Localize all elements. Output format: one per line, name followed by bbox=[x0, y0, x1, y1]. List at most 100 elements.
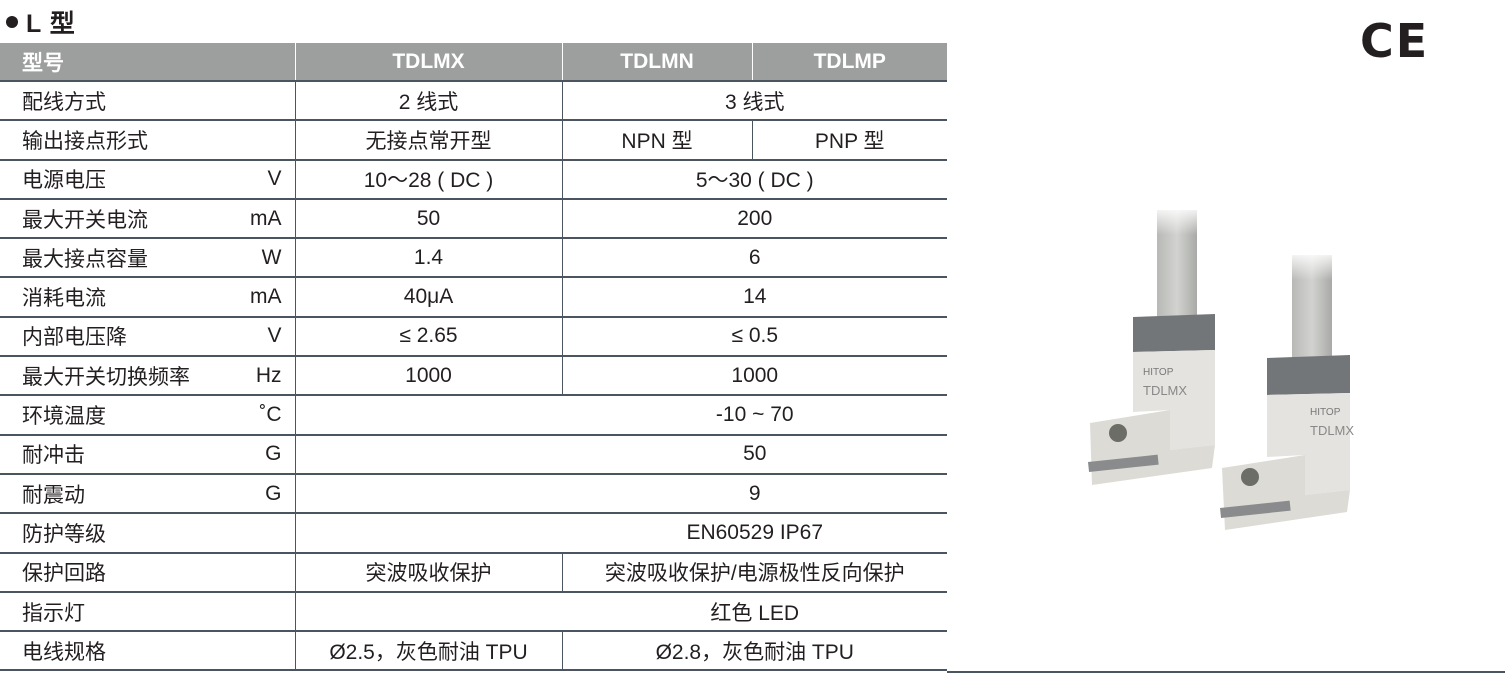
row-label: 内部电压降 V bbox=[0, 316, 295, 358]
row-label: 电线规格 bbox=[0, 631, 295, 672]
row-label: 电源电压 V bbox=[0, 159, 295, 200]
row-label: 输出接点形式 bbox=[0, 120, 295, 161]
row-value: Ø2.8，灰色耐油 TPU bbox=[561, 631, 947, 672]
row-unit: V bbox=[267, 324, 282, 348]
row-value: 5～30 ( DC ) bbox=[561, 159, 947, 200]
row-unit: mA bbox=[250, 206, 282, 230]
row-label: 耐震动 G bbox=[0, 473, 295, 515]
row-value-text: -10 ~ 70 bbox=[715, 403, 794, 427]
row-label: 最大开关电流 mA bbox=[0, 198, 295, 240]
row-unit: G bbox=[265, 481, 282, 505]
row-value: 突波吸收保护/电源极性反向保护 bbox=[561, 552, 947, 593]
row-label: 消耗电流 mA bbox=[0, 277, 295, 318]
table-row: 保护回路 突波吸收保护 突波吸收保护/电源极性反向保护 bbox=[0, 552, 947, 593]
table-row: 环境温度 ˚C -10 ~ 70 bbox=[0, 395, 947, 436]
row-label-text: 最大开关切换频率 bbox=[22, 365, 190, 389]
row-label: 保护回路 bbox=[0, 552, 295, 593]
row-label-text: 耐震动 bbox=[22, 483, 85, 507]
row-value: 红色 LED bbox=[294, 591, 947, 633]
row-label-text: 耐冲击 bbox=[22, 444, 85, 468]
row-value: 1000 bbox=[294, 356, 562, 397]
row-unit: W bbox=[261, 245, 282, 269]
table-row: 耐冲击 G 50 bbox=[0, 434, 947, 475]
row-label: 耐冲击 G bbox=[0, 434, 295, 475]
row-value: 10～28 ( DC ) bbox=[294, 159, 562, 200]
table-row: 配线方式 2 线式 3 线式 bbox=[0, 81, 947, 122]
row-label-text: 配线方式 bbox=[22, 90, 106, 114]
row-value: EN60529 IP67 bbox=[294, 513, 947, 554]
table-row: 最大接点容量 W 1.4 6 bbox=[0, 238, 947, 279]
row-label-text: 指示灯 bbox=[22, 601, 85, 625]
row-label-text: 最大接点容量 bbox=[22, 247, 148, 271]
header-tdlmx: TDLMX bbox=[294, 43, 562, 82]
photo-logo-text: HITOP bbox=[1310, 407, 1341, 418]
row-label-text: 电源电压 bbox=[22, 169, 106, 193]
row-value: 1000 bbox=[561, 356, 947, 397]
table-row: 内部电压降 V ≤ 2.65 ≤ 0.5 bbox=[0, 316, 947, 358]
row-value: 1.4 bbox=[294, 238, 562, 279]
row-label-text: 消耗电流 bbox=[22, 287, 106, 311]
row-value: 2 线式 bbox=[294, 81, 562, 122]
photo-model-text: TDLMX bbox=[1310, 423, 1354, 438]
row-unit: V bbox=[267, 167, 282, 191]
bullet-icon bbox=[6, 16, 18, 29]
row-value: 50 bbox=[294, 434, 947, 475]
header-tdlmn: TDLMN bbox=[561, 43, 752, 82]
row-label-text: 输出接点形式 bbox=[22, 129, 148, 153]
table-row: 电线规格 Ø2.5，灰色耐油 TPU Ø2.8，灰色耐油 TPU bbox=[0, 631, 947, 672]
ce-mark-logo: CE bbox=[1360, 14, 1430, 68]
row-unit: G bbox=[265, 442, 282, 466]
row-value: ≤ 2.65 bbox=[294, 316, 562, 358]
row-value: -10 ~ 70 bbox=[294, 395, 947, 436]
row-value: 50 bbox=[294, 198, 562, 240]
row-value: ≤ 0.5 bbox=[561, 316, 947, 358]
row-value: 40μA bbox=[294, 277, 562, 318]
row-label: 指示灯 bbox=[0, 591, 295, 633]
section-title: L 型 bbox=[6, 4, 76, 40]
section-title-text: L 型 bbox=[26, 10, 76, 38]
sensor-left: HITOP TDLMX bbox=[1088, 205, 1215, 485]
header-model: 型号 bbox=[0, 43, 295, 82]
table-row: 耐震动 G 9 bbox=[0, 473, 947, 515]
table-row: 最大开关切换频率 Hz 1000 1000 bbox=[0, 356, 947, 397]
row-label: 最大接点容量 W bbox=[0, 238, 295, 279]
row-unit: Hz bbox=[255, 363, 282, 387]
row-value: 突波吸收保护 bbox=[294, 552, 562, 593]
row-label-text: 环境温度 bbox=[22, 405, 106, 429]
row-value: 9 bbox=[294, 473, 947, 515]
row-label-text: 电线规格 bbox=[22, 640, 106, 664]
row-label: 最大开关切换频率 Hz bbox=[0, 356, 295, 397]
bottom-rule bbox=[947, 671, 1505, 673]
product-photo: HITOP TDLMX HITOP TDLMX bbox=[1088, 205, 1354, 530]
table-row: 防护等级 EN60529 IP67 bbox=[0, 513, 947, 554]
row-value: NPN 型 bbox=[561, 120, 752, 161]
row-label: 配线方式 bbox=[0, 81, 295, 122]
row-unit: ˚C bbox=[259, 403, 282, 427]
row-value-text: 9 bbox=[748, 481, 761, 505]
table-row: 消耗电流 mA 40μA 14 bbox=[0, 277, 947, 318]
row-value: 200 bbox=[561, 198, 947, 240]
photo-model-text: TDLMX bbox=[1143, 383, 1187, 398]
sensor-right: HITOP TDLMX bbox=[1220, 250, 1354, 530]
row-value: 无接点常开型 bbox=[294, 120, 562, 161]
row-unit: mA bbox=[250, 285, 282, 309]
row-value: Ø2.5，灰色耐油 TPU bbox=[294, 631, 562, 672]
row-value: 6 bbox=[561, 238, 947, 279]
table-row: 输出接点形式 无接点常开型 NPN 型 PNP 型 bbox=[0, 120, 947, 161]
row-value-text: EN60529 IP67 bbox=[686, 520, 824, 544]
table-row: 指示灯 红色 LED bbox=[0, 591, 947, 633]
table-row: 电源电压 V 10～28 ( DC ) 5～30 ( DC ) bbox=[0, 159, 947, 200]
row-label-text: 内部电压降 bbox=[22, 326, 127, 350]
table-header-row: 型号 TDLMX TDLMN TDLMP bbox=[0, 43, 947, 82]
header-tdlmp: TDLMP bbox=[751, 43, 947, 82]
table-row: 最大开关电流 mA 50 200 bbox=[0, 198, 947, 240]
row-value: 3 线式 bbox=[561, 81, 947, 122]
row-label: 环境温度 ˚C bbox=[0, 395, 295, 436]
photo-logo-text: HITOP bbox=[1143, 367, 1174, 378]
row-label: 防护等级 bbox=[0, 513, 295, 554]
row-value: PNP 型 bbox=[751, 120, 947, 161]
row-value-text: 50 bbox=[743, 442, 767, 466]
spec-table: 型号 TDLMX TDLMN TDLMP 配线方式 2 线式 3 线式输出接点形式 无… bbox=[0, 43, 947, 672]
row-value-text: 红色 LED bbox=[710, 601, 800, 625]
row-label-text: 防护等级 bbox=[22, 522, 106, 546]
